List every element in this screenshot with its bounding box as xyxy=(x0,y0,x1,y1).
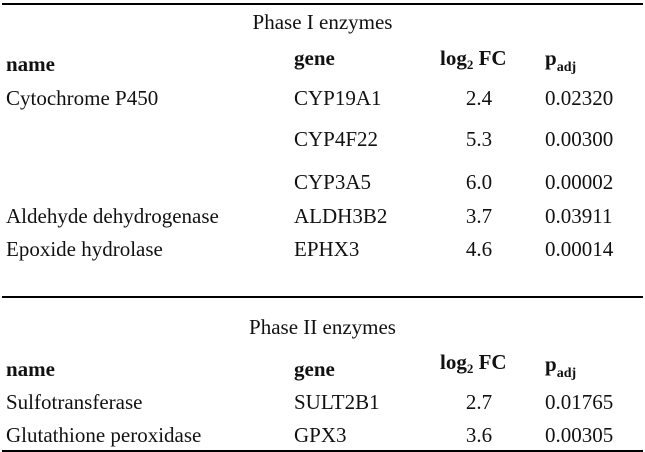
phase-1-row-4-gene: ALDH3B2 xyxy=(294,204,388,228)
phase-1-row-1-gene: CYP19A1 xyxy=(294,86,382,110)
phase-1-row-3-gene: CYP3A5 xyxy=(294,170,372,194)
log-label: log xyxy=(440,350,467,374)
log-label: log xyxy=(440,46,467,70)
top-rule-phase-1 xyxy=(2,3,643,5)
phase-2-row-1-name: Sulfotransferase xyxy=(6,390,143,414)
phase-2-row-1-gene: SULT2B1 xyxy=(294,390,380,414)
phase-1-row-2-fc: 5.3 xyxy=(465,127,493,151)
phase-2-row-2-name: Glutathione peroxidase xyxy=(6,423,202,447)
phase-2-row-2-padj: 0.00305 xyxy=(545,423,614,447)
phase-1-row-1-fc: 2.4 xyxy=(465,86,493,110)
phase-1-row-4-padj: 0.03911 xyxy=(545,204,613,228)
phase-1-row-2-gene: CYP4F22 xyxy=(294,127,379,151)
phase-2-row-1-fc: 2.7 xyxy=(465,390,493,414)
fc-label: FC xyxy=(473,46,507,70)
phase-1-row-5-gene: EPHX3 xyxy=(294,237,360,261)
p-label: p xyxy=(545,352,557,376)
phase-1-row-1-padj: 0.02320 xyxy=(545,86,614,110)
phase-2-row-2-gene: GPX3 xyxy=(294,423,347,447)
phase-2-header-log2fc: log2 FC xyxy=(440,350,507,376)
phase-1-row-5-name: Epoxide hydrolase xyxy=(6,237,163,261)
p-label: p xyxy=(545,46,557,70)
phase-1-header-gene: gene xyxy=(294,46,335,70)
phase-2-header-padj: padj xyxy=(545,352,576,381)
bottom-rule-phase-1 xyxy=(2,296,643,298)
phase-1-row-3-fc: 6.0 xyxy=(465,170,493,194)
phase-2-header-name: name xyxy=(6,357,55,381)
phase-1-row-1-name: Cytochrome P450 xyxy=(6,86,159,110)
log-base-subscript: 2 xyxy=(466,57,474,72)
phase-2-row-2-fc: 3.6 xyxy=(465,423,493,447)
phase-1-row-4-name: Aldehyde dehydrogenase xyxy=(6,204,219,228)
phase-1-header-padj: padj xyxy=(545,46,576,75)
phase-1-row-3-padj: 0.00002 xyxy=(545,170,614,194)
log-base-subscript: 2 xyxy=(466,361,474,376)
phase-1-header-name: name xyxy=(6,52,55,76)
fc-label: FC xyxy=(473,350,507,374)
p-subscript: adj xyxy=(556,60,577,75)
p-subscript: adj xyxy=(556,366,577,381)
phase-2-header-gene: gene xyxy=(294,357,335,381)
phase-1-row-5-padj: 0.00014 xyxy=(545,237,614,261)
phase-2-row-1-padj: 0.01765 xyxy=(545,390,614,414)
bottom-rule-phase-2 xyxy=(2,450,643,452)
phase-2-title: Phase II enzymes xyxy=(249,315,396,339)
phase-1-row-4-fc: 3.7 xyxy=(465,204,493,228)
phase-1-header-log2fc: log2 FC xyxy=(440,46,507,72)
phase-1-row-2-padj: 0.00300 xyxy=(545,127,614,151)
phase-1-title: Phase I enzymes xyxy=(252,10,393,34)
phase-1-row-5-fc: 4.6 xyxy=(465,237,493,261)
